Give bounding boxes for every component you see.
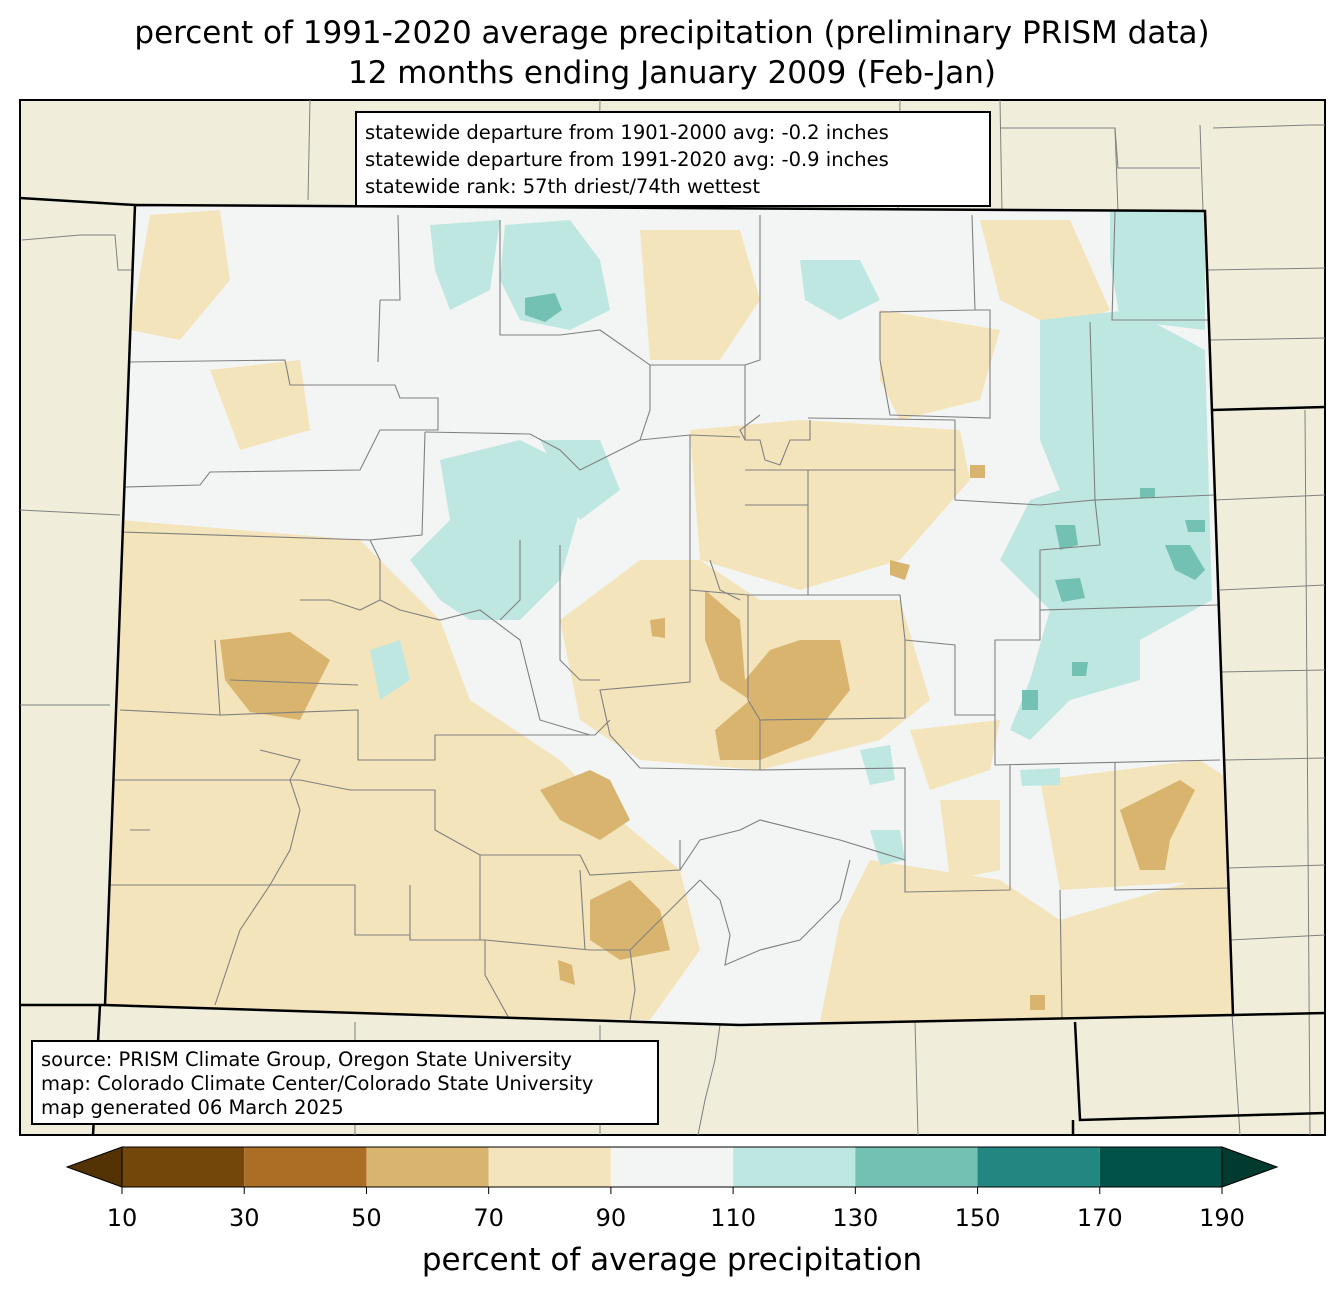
colorbar-tick-label: 170 [1076, 1204, 1123, 1232]
colorbar [65, 1146, 1279, 1194]
map-subtitle: 12 months ending January 2009 (Feb-Jan) [347, 55, 996, 91]
colorbar-tick-label: 90 [595, 1204, 627, 1232]
colorbar-tick-label: 30 [228, 1204, 260, 1232]
colorbar-tick-label: 130 [832, 1204, 879, 1232]
colorbar-tick-label: 70 [473, 1204, 504, 1232]
colorbar-outline [121, 1146, 1223, 1188]
colorbar-segment [610, 1147, 734, 1187]
colorado-boundary [103, 203, 1235, 1027]
colorbar-segment [366, 1147, 489, 1187]
source-prism: source: PRISM Climate Group, Oregon Stat… [41, 1048, 572, 1071]
source-generated: map generated 06 March 2025 [41, 1096, 344, 1119]
colorbar-tick-label: 110 [710, 1204, 757, 1232]
stats-departure-1991: statewide departure from 1991-2020 avg: … [365, 148, 889, 171]
colorbar-segment [244, 1147, 367, 1187]
colorbar-tick-label: 10 [106, 1204, 138, 1232]
colorbar-segment [488, 1147, 611, 1187]
precipitation-field [105, 205, 1233, 1025]
source-map: map: Colorado Climate Center/Colorado St… [41, 1072, 594, 1095]
statewide-stats-box: statewide departure from 1901-2000 avg: … [355, 111, 991, 207]
stats-departure-1901: statewide departure from 1901-2000 avg: … [365, 121, 889, 144]
colorbar-segment [977, 1147, 1100, 1187]
colorbar-segment [733, 1147, 856, 1187]
map-title: percent of 1991-2020 average precipitati… [134, 15, 1210, 51]
colorbar-segment [855, 1147, 978, 1187]
colorbar-segment [122, 1147, 245, 1187]
colorbar-tick-label: 150 [954, 1204, 1001, 1232]
colorbar-extend-high [1221, 1146, 1279, 1188]
colorbar-label: percent of average precipitation [421, 1242, 923, 1278]
source-box: source: PRISM Climate Group, Oregon Stat… [31, 1040, 659, 1125]
colorbar-segment [1099, 1147, 1222, 1187]
colorbar-extend-low [65, 1146, 123, 1188]
colorbar-tick-label: 190 [1199, 1204, 1245, 1232]
colorbar-tick-label: 50 [351, 1204, 382, 1232]
stats-rank: statewide rank: 57th driest/74th wettest [365, 175, 760, 198]
county-lines [105, 211, 1231, 1021]
